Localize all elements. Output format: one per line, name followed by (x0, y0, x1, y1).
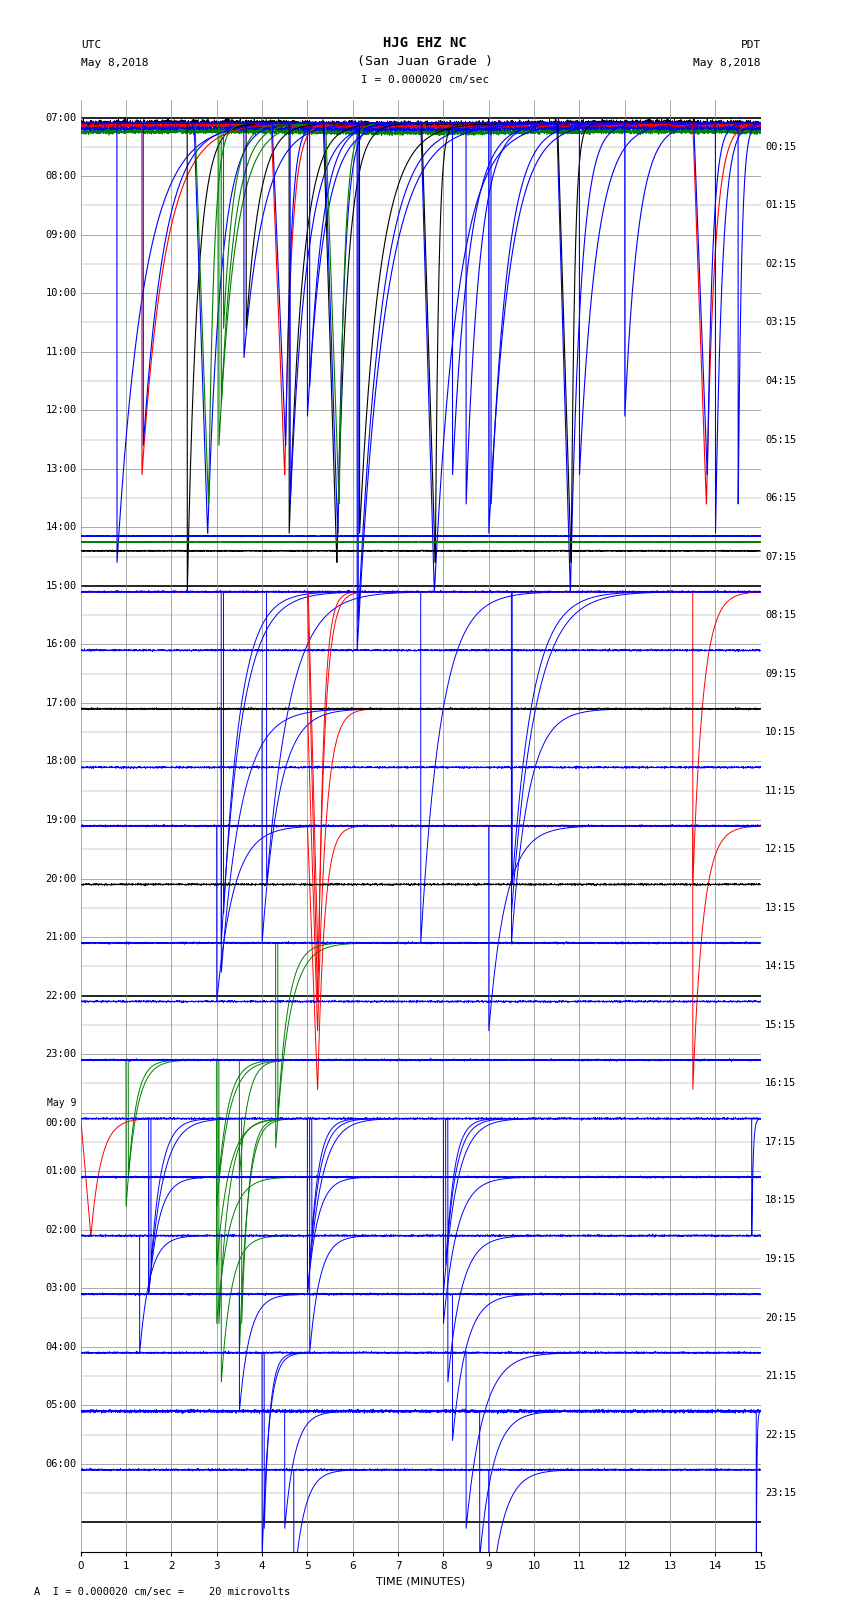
Text: 13:15: 13:15 (765, 903, 796, 913)
Text: 11:15: 11:15 (765, 786, 796, 795)
Text: I = 0.000020 cm/sec: I = 0.000020 cm/sec (361, 76, 489, 85)
Text: 12:15: 12:15 (765, 844, 796, 855)
Text: 16:00: 16:00 (45, 639, 76, 650)
Text: 05:15: 05:15 (765, 434, 796, 445)
Text: 18:00: 18:00 (45, 756, 76, 766)
Text: 11:00: 11:00 (45, 347, 76, 356)
Text: 14:00: 14:00 (45, 523, 76, 532)
Text: 02:15: 02:15 (765, 260, 796, 269)
Text: 06:00: 06:00 (45, 1458, 76, 1469)
Text: 03:15: 03:15 (765, 318, 796, 327)
Text: 03:00: 03:00 (45, 1284, 76, 1294)
Text: 18:15: 18:15 (765, 1195, 796, 1205)
Text: 17:15: 17:15 (765, 1137, 796, 1147)
Text: 15:00: 15:00 (45, 581, 76, 590)
Text: 17:00: 17:00 (45, 698, 76, 708)
Text: 19:15: 19:15 (765, 1253, 796, 1265)
Text: 12:00: 12:00 (45, 405, 76, 415)
Text: 04:15: 04:15 (765, 376, 796, 386)
Text: May 9: May 9 (47, 1098, 76, 1108)
Text: A  I = 0.000020 cm/sec =    20 microvolts: A I = 0.000020 cm/sec = 20 microvolts (34, 1587, 290, 1597)
Text: 00:00: 00:00 (45, 1118, 76, 1127)
Text: 08:15: 08:15 (765, 610, 796, 619)
Text: 22:15: 22:15 (765, 1429, 796, 1440)
Text: 20:00: 20:00 (45, 874, 76, 884)
Text: UTC: UTC (81, 40, 101, 50)
Text: 07:00: 07:00 (45, 113, 76, 123)
Text: HJG EHZ NC: HJG EHZ NC (383, 35, 467, 50)
Text: 05:00: 05:00 (45, 1400, 76, 1410)
Text: 08:00: 08:00 (45, 171, 76, 181)
Text: May 8,2018: May 8,2018 (81, 58, 148, 68)
Text: 19:00: 19:00 (45, 815, 76, 824)
Text: 23:15: 23:15 (765, 1489, 796, 1498)
Text: 01:15: 01:15 (765, 200, 796, 210)
Text: 00:15: 00:15 (765, 142, 796, 152)
Text: (San Juan Grade ): (San Juan Grade ) (357, 55, 493, 68)
Text: 22:00: 22:00 (45, 990, 76, 1000)
Text: 16:15: 16:15 (765, 1079, 796, 1089)
Text: 09:00: 09:00 (45, 229, 76, 240)
Text: May 8,2018: May 8,2018 (694, 58, 761, 68)
Text: 21:00: 21:00 (45, 932, 76, 942)
Text: 06:15: 06:15 (765, 494, 796, 503)
Text: 04:00: 04:00 (45, 1342, 76, 1352)
Text: 07:15: 07:15 (765, 552, 796, 561)
Text: 23:00: 23:00 (45, 1048, 76, 1060)
Text: 01:00: 01:00 (45, 1166, 76, 1176)
X-axis label: TIME (MINUTES): TIME (MINUTES) (377, 1576, 465, 1586)
Text: 13:00: 13:00 (45, 465, 76, 474)
Text: 10:15: 10:15 (765, 727, 796, 737)
Text: 09:15: 09:15 (765, 669, 796, 679)
Text: 20:15: 20:15 (765, 1313, 796, 1323)
Text: 14:15: 14:15 (765, 961, 796, 971)
Text: PDT: PDT (740, 40, 761, 50)
Text: 02:00: 02:00 (45, 1224, 76, 1236)
Text: 15:15: 15:15 (765, 1019, 796, 1029)
Text: 10:00: 10:00 (45, 289, 76, 298)
Text: 21:15: 21:15 (765, 1371, 796, 1381)
